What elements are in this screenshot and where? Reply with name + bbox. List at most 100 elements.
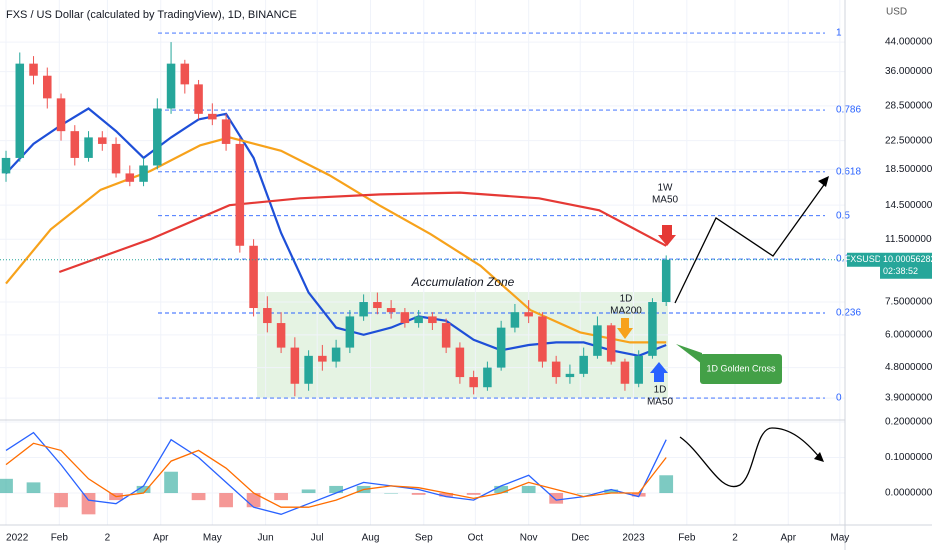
moving-average-line: [5, 107, 667, 357]
histogram-bar: [329, 485, 343, 494]
accumulation-zone: [257, 292, 668, 398]
histogram-bar: [411, 493, 426, 495]
candle-body: [400, 312, 410, 324]
x-tick-label: Dec: [571, 533, 589, 544]
y-tick-label: 11.50000000: [885, 234, 932, 245]
candle-body: [455, 347, 465, 378]
candle-body: [648, 302, 657, 356]
histogram-bar: [466, 493, 481, 495]
y-tick-label: 22.50000000: [885, 135, 932, 146]
candle-body: [70, 131, 80, 158]
candle-body: [249, 245, 258, 309]
histogram-bar: [439, 493, 454, 497]
candle-body: [551, 361, 561, 378]
candle-body: [125, 173, 135, 182]
x-tick-label: Apr: [780, 533, 796, 544]
x-tick-label: Feb: [51, 533, 69, 544]
candle-body: [194, 84, 203, 114]
candle-body: [139, 165, 148, 182]
last-price-group: FXSUSD 10.00056282 02:38:52: [845, 252, 932, 279]
histogram-bar: [54, 493, 68, 508]
candle-body: [524, 312, 533, 317]
x-tick-label: 2: [105, 533, 111, 544]
y-tick-label: 18.50000000: [885, 164, 932, 175]
candle-body: [483, 367, 492, 388]
moving-average-line: [58, 191, 667, 274]
candle-body: [593, 325, 602, 356]
candle-body: [153, 108, 162, 166]
histogram-bar: [576, 493, 591, 494]
candle-body: [84, 137, 93, 158]
histogram-bar: [384, 493, 399, 494]
candle-body: [496, 327, 506, 368]
candle-body: [634, 355, 643, 384]
histogram-bar: [136, 485, 151, 494]
zone-label: Accumulation Zone: [411, 275, 515, 289]
x-tick-label: Jun: [258, 533, 274, 544]
candle-body: [166, 63, 176, 109]
y-tick-label: 44.00000000: [885, 37, 932, 48]
x-tick-label: Jul: [311, 533, 324, 544]
candle-body: [469, 377, 478, 388]
annotation-label: MA50: [652, 195, 679, 206]
histogram-bar: [549, 493, 564, 504]
candle-body: [414, 316, 423, 324]
candle-body: [235, 143, 245, 246]
candle-body: [579, 355, 588, 374]
arrow-up: [650, 362, 668, 382]
currency-label: USD: [886, 7, 907, 18]
candle-body: [606, 325, 616, 362]
symbol-label: FXSUSD: [845, 254, 882, 264]
arrow-down: [617, 318, 633, 339]
candle-body: [565, 373, 575, 378]
histogram-bar: [26, 482, 41, 494]
annotation-label: 1D: [620, 294, 633, 305]
y-tick-label: 3.90000000: [885, 393, 932, 404]
histogram-bar: [659, 475, 674, 494]
annotation-label: 1W: [658, 183, 674, 194]
histogram-bar: [521, 485, 536, 494]
fib-label: 0.5: [836, 210, 850, 221]
candle-body: [661, 259, 671, 303]
last-price-label: 10.00056282: [883, 254, 932, 264]
x-tick-label: 2022: [6, 533, 29, 544]
fib-label: 0.236: [836, 308, 861, 319]
countdown-label: 02:38:52: [883, 266, 918, 276]
x-tick-label: 2: [732, 533, 738, 544]
candle-body: [208, 113, 217, 120]
candle-body: [15, 63, 25, 158]
candle-body: [29, 63, 38, 76]
candle-body: [441, 323, 451, 348]
last-price-tag: [880, 252, 932, 279]
projection-arrowhead: [814, 452, 824, 462]
callout-pointer: [676, 344, 702, 364]
indicator-line: [5, 442, 667, 508]
candle-body: [620, 361, 630, 384]
projection-arrowhead: [818, 176, 829, 187]
y-tick-label: 6.00000000: [885, 329, 932, 340]
candle-body: [276, 323, 286, 348]
candle-body: [538, 316, 547, 362]
candle-body: [318, 355, 327, 362]
candle-body: [263, 308, 272, 324]
candle-body: [304, 355, 313, 384]
candle-body: [331, 347, 341, 362]
indicator-line: [5, 431, 667, 515]
fib-label: 1: [836, 28, 842, 39]
histogram-bar: [631, 493, 646, 497]
histogram-bar: [81, 493, 96, 515]
x-tick-label: Nov: [520, 533, 538, 544]
fib-label: 0.618: [836, 166, 861, 177]
candle-body: [221, 119, 231, 144]
x-tick-label: Oct: [468, 533, 484, 544]
projection-path: [679, 427, 821, 488]
candle-body: [98, 137, 107, 144]
fib-label: 0.786: [836, 105, 861, 116]
candle-body: [345, 316, 355, 348]
candle-body: [111, 143, 121, 174]
chart-title: FXS / US Dollar (calculated by TradingVi…: [6, 9, 297, 21]
